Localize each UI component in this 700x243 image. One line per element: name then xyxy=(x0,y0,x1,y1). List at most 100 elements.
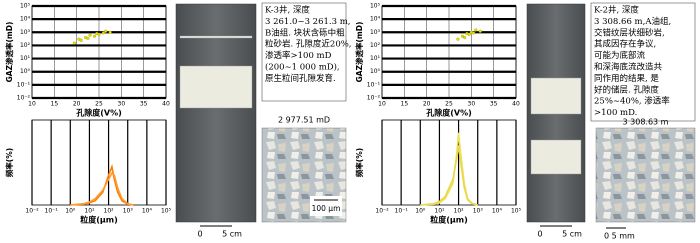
frequency-curve xyxy=(70,171,134,206)
description-line: 3 308.66 m,A油组, xyxy=(594,16,671,27)
thin-section-label: 3 308.63 m xyxy=(623,118,669,127)
point xyxy=(92,34,97,38)
y-tick-label: 10³ xyxy=(370,29,381,36)
description-line: 粒砂岩. 孔隙度近20%, xyxy=(265,39,352,50)
x-tick-label: 10⁰ xyxy=(65,208,76,215)
x-tick-label: 10³ xyxy=(123,208,134,215)
thin-section-label: 2 977.51 mD xyxy=(278,116,330,125)
x-tick-label: 10⁻² xyxy=(375,208,389,215)
description-line: 和深海底流改造共 xyxy=(594,62,663,73)
x-tick-label: 30 xyxy=(468,101,476,108)
point xyxy=(97,32,101,36)
description-line: 交错纹层状细砂岩, xyxy=(594,27,665,38)
point xyxy=(108,30,112,34)
x-tick-label: 10⁴ xyxy=(492,208,503,215)
x-tick-label: 10² xyxy=(454,208,465,215)
x-tick-label: 10³ xyxy=(473,208,484,215)
description-line: 好的储层. 孔隙度 xyxy=(594,84,659,95)
core-light-band xyxy=(179,35,253,39)
x-tick-label: 20 xyxy=(423,101,431,108)
x-tick-label: 25 xyxy=(445,101,453,108)
y-tick-label: 10⁻² xyxy=(367,95,381,102)
x-axis-label: 粒度(μm) xyxy=(430,215,468,225)
point xyxy=(101,31,106,35)
core-scale-label: 0 xyxy=(537,230,542,239)
description-line: 可能为底部流 xyxy=(594,50,646,61)
point xyxy=(467,32,471,36)
point xyxy=(474,28,478,32)
description-box xyxy=(590,2,696,122)
y-axis-label: GAZ渗透率(mD) xyxy=(4,22,14,83)
point xyxy=(472,31,476,35)
y-tick-label: 10⁵ xyxy=(370,3,381,10)
core-light-band xyxy=(530,139,582,175)
description-line: 3 261.0~3 261.3 m, xyxy=(265,17,350,27)
thin-scale-label: 0 5 mm xyxy=(604,232,635,241)
y-tick-label: 10⁰ xyxy=(20,68,31,75)
x-tick-label: 10⁰ xyxy=(415,208,426,215)
x-axis-label: 孔隙度(V%) xyxy=(426,108,472,118)
thin-scale-label: 100 μm xyxy=(312,204,341,213)
point xyxy=(79,38,83,42)
thin-section-photo xyxy=(595,127,696,223)
plot-area xyxy=(31,119,167,206)
core-photo xyxy=(175,3,257,223)
y-axis-label: GAZ渗透率(mD) xyxy=(354,22,364,83)
x-axis-label: 粒度(μm) xyxy=(80,215,118,225)
y-tick-label: 10¹ xyxy=(370,55,381,62)
x-tick-label: 10¹ xyxy=(84,208,95,215)
point xyxy=(104,29,108,33)
y-tick-label: 10² xyxy=(370,42,381,49)
y-tick-label: 10⁴ xyxy=(370,16,381,23)
x-tick-label: 15 xyxy=(51,101,59,108)
x-tick-label: 10⁻² xyxy=(25,208,39,215)
description-line: 渗透率>100 mD xyxy=(265,50,332,61)
y-tick-label: 10⁻¹ xyxy=(367,81,381,88)
core-scale-label: 0 xyxy=(197,230,202,239)
frequency-curve xyxy=(420,145,478,206)
x-tick-label: 10 xyxy=(378,101,386,108)
description-line: (200~1 000 mD), xyxy=(265,62,340,73)
core-scale-label: 5 cm xyxy=(562,230,582,239)
x-tick-label: 10⁻¹ xyxy=(395,208,409,215)
description-line: K-3井, 深度 xyxy=(265,5,310,16)
thin-scale-box xyxy=(310,196,342,216)
y-tick-label: 10³ xyxy=(20,29,31,36)
x-tick-label: 10⁴ xyxy=(142,208,153,215)
x-tick-label: 10⁻¹ xyxy=(45,208,59,215)
frequency-curve xyxy=(420,132,478,206)
core-light-band xyxy=(530,77,582,115)
y-tick-label: 10⁴ xyxy=(20,16,31,23)
y-tick-label: 10⁰ xyxy=(370,68,381,75)
core-light-band xyxy=(179,65,253,109)
y-axis-label: 频率(%) xyxy=(4,148,14,177)
x-tick-label: 40 xyxy=(162,101,170,108)
description-line: K-2井, 深度 xyxy=(594,5,639,16)
x-tick-label: 10⁵ xyxy=(511,208,522,215)
description-line: >100 mD. xyxy=(594,108,637,118)
core-scale-label: 5 cm xyxy=(222,230,242,239)
description-line: 同作用的结果, 是 xyxy=(594,73,659,84)
y-tick-label: 10⁻² xyxy=(17,95,31,102)
x-tick-label: 35 xyxy=(140,101,148,108)
description-box xyxy=(261,2,347,102)
point xyxy=(88,33,92,37)
x-tick-label: 15 xyxy=(401,101,409,108)
description-line: 其成因存在争议, xyxy=(594,39,656,50)
description-line: B油组. 块状含砾中粗 xyxy=(265,27,345,38)
x-tick-label: 35 xyxy=(490,101,498,108)
y-tick-label: 10² xyxy=(20,42,31,49)
x-tick-label: 40 xyxy=(512,101,520,108)
x-axis-label: 孔隙度(V%) xyxy=(76,108,122,118)
x-tick-label: 10 xyxy=(28,101,36,108)
y-tick-label: 10¹ xyxy=(20,55,31,62)
x-tick-label: 10¹ xyxy=(434,208,445,215)
x-tick-label: 10² xyxy=(104,208,115,215)
point xyxy=(456,37,460,41)
x-tick-label: 25 xyxy=(95,101,103,108)
point xyxy=(478,29,482,33)
x-tick-label: 10⁵ xyxy=(161,208,172,215)
x-tick-label: 20 xyxy=(73,101,81,108)
description-line: 25%~40%, 渗透率 xyxy=(594,96,670,107)
